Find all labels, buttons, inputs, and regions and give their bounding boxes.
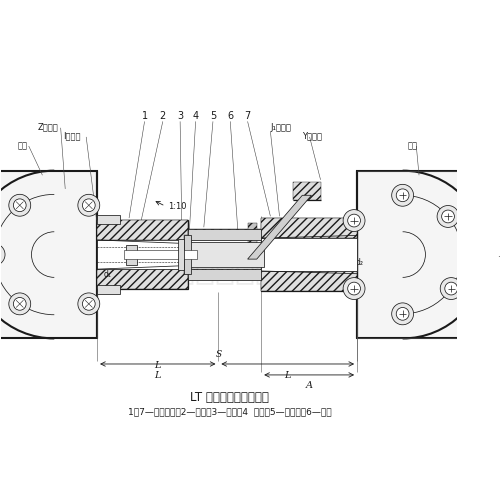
Text: I型軸孔: I型軸孔 — [64, 132, 81, 140]
Circle shape — [14, 298, 26, 310]
Text: S: S — [216, 350, 222, 360]
Circle shape — [396, 189, 409, 202]
Circle shape — [437, 206, 459, 228]
Text: J₁型軸孔: J₁型軸孔 — [270, 122, 291, 132]
Circle shape — [348, 282, 360, 295]
Bar — [97, 216, 120, 224]
Circle shape — [343, 278, 365, 299]
Bar — [188, 269, 262, 280]
Text: d₂: d₂ — [355, 258, 363, 268]
Bar — [184, 236, 191, 274]
Bar — [97, 220, 188, 289]
Circle shape — [78, 293, 100, 315]
Circle shape — [392, 303, 413, 325]
Text: 標志: 標志 — [407, 141, 417, 150]
Bar — [188, 269, 262, 280]
Text: 2: 2 — [160, 110, 166, 120]
Text: Y型軸孔: Y型軸孔 — [302, 132, 322, 140]
Text: Z型軸孔: Z型軸孔 — [38, 122, 58, 132]
Polygon shape — [248, 196, 312, 259]
Bar — [184, 242, 264, 268]
Circle shape — [78, 194, 100, 216]
Bar — [262, 271, 357, 291]
Circle shape — [348, 214, 360, 227]
Bar — [262, 218, 357, 291]
Text: L: L — [154, 372, 161, 380]
Bar — [262, 218, 357, 238]
Bar — [126, 244, 138, 264]
Text: LT 型彈性套柱銷聯軸器: LT 型彈性套柱銷聯軸器 — [190, 391, 269, 404]
Text: L: L — [284, 372, 291, 380]
Circle shape — [440, 278, 462, 299]
Text: A: A — [306, 382, 312, 390]
Text: 門類機器動力: 門類機器動力 — [156, 252, 276, 284]
Text: 1: 1 — [142, 110, 148, 120]
Bar — [184, 236, 191, 274]
Circle shape — [82, 298, 95, 310]
Bar — [126, 254, 138, 264]
Bar — [97, 240, 188, 269]
Bar — [293, 182, 320, 200]
Circle shape — [0, 244, 5, 266]
Circle shape — [9, 194, 30, 216]
Bar — [97, 284, 120, 294]
Bar — [97, 220, 188, 240]
Text: L: L — [154, 362, 161, 370]
Bar — [126, 244, 138, 254]
Bar — [188, 229, 262, 240]
Circle shape — [14, 199, 26, 211]
Circle shape — [445, 282, 458, 295]
Bar — [178, 239, 184, 270]
Circle shape — [442, 210, 454, 223]
Circle shape — [82, 199, 95, 211]
Text: 標志: 標志 — [18, 141, 28, 150]
Circle shape — [9, 293, 30, 315]
Circle shape — [392, 184, 413, 206]
Bar — [357, 170, 486, 338]
Text: 4: 4 — [192, 110, 198, 120]
Text: 7: 7 — [244, 110, 250, 120]
Bar — [248, 222, 256, 259]
Bar — [0, 170, 97, 338]
Circle shape — [396, 308, 409, 320]
Bar — [262, 238, 357, 271]
Bar — [124, 250, 198, 259]
Text: d₁: d₁ — [104, 256, 112, 266]
Circle shape — [343, 210, 365, 232]
Bar — [97, 269, 188, 289]
Text: 5: 5 — [210, 110, 216, 120]
Text: d₁: d₁ — [104, 270, 112, 280]
Text: 1、7—半聯軸器；2—螺母；3—墊圈；4  擋圈；5—彈性套；6—柱銷: 1、7—半聯軸器；2—螺母；3—墊圈；4 擋圈；5—彈性套；6—柱銷 — [128, 407, 331, 416]
Text: 3: 3 — [177, 110, 183, 120]
Text: 1:10: 1:10 — [168, 202, 187, 210]
Bar — [188, 229, 262, 240]
Text: D: D — [498, 250, 500, 259]
Text: 6: 6 — [227, 110, 234, 120]
